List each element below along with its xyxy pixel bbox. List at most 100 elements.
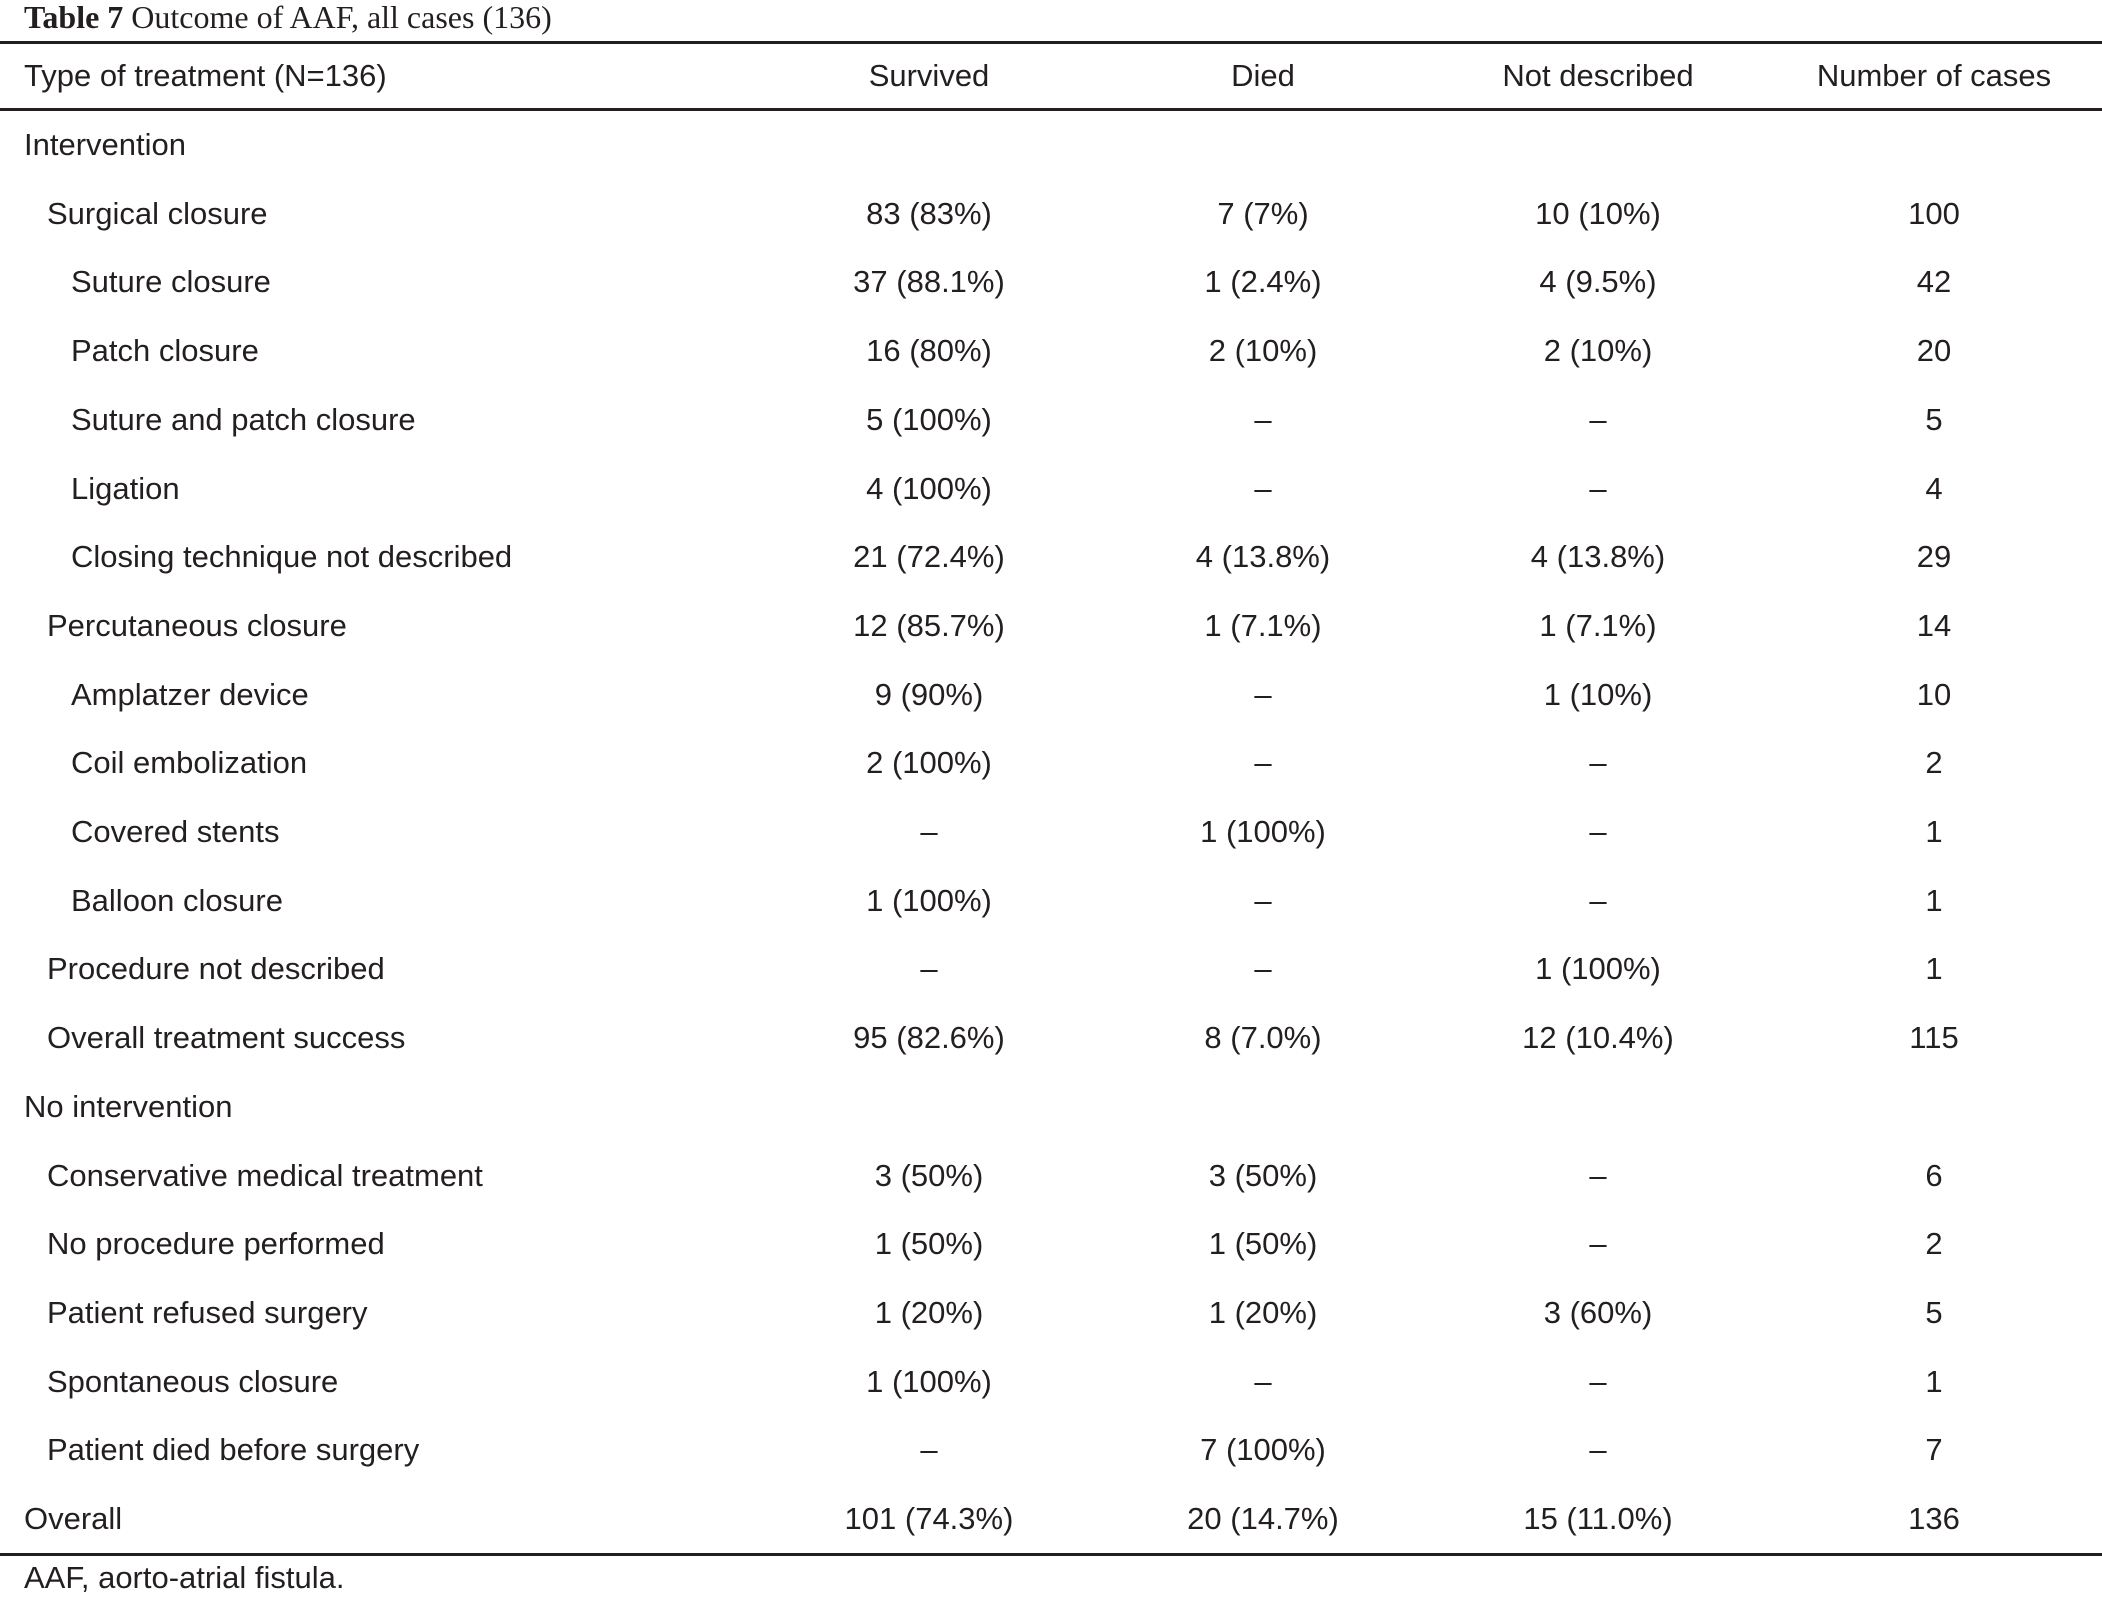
cell-survived: 12 (85.7%) [853,607,1005,643]
row-label: Procedure not described [47,951,385,987]
table-footnote: AAF, aorto-atrial fistula. [24,1560,345,1595]
table-row: Coil embolization 2 (100%) – – 2 [0,729,2102,797]
cell-number-of-cases: 10 [1916,676,1952,712]
table-row: Intervention [0,111,2102,179]
cell-died: 1 (100%) [1200,814,1326,849]
cell-died [1143,111,1383,179]
cell-died: 3 (50%) [1208,1157,1318,1193]
cell-number-of-cases: 115 [1909,1020,1959,1056]
cell-number-of-cases: 14 [1916,607,1952,643]
table-top-rule [0,41,2102,44]
cell-survived: 83 (83%) [866,195,992,231]
row-label: Covered stents [71,814,280,849]
cell-not-described: 1 (7.1%) [1539,607,1657,643]
cell-number-of-cases [1814,1073,2054,1141]
header-type-of-treatment: Type of treatment (N=136) [24,58,387,93]
header-died: Died [1231,58,1295,93]
cell-died: 1 (2.4%) [1204,264,1322,300]
table-row: Patient died before surgery – 7 (100%) – 7 [0,1416,2102,1484]
table-header-row: Type of treatment (N=136) Survived Died … [0,42,2102,110]
row-label: Surgical closure [47,195,268,231]
cell-survived: – [920,814,938,849]
cell-survived: 1 (20%) [874,1294,984,1330]
row-label: Spontaneous closure [47,1363,339,1399]
cell-survived: 1 (50%) [874,1226,984,1262]
cell-survived: 37 (88.1%) [853,264,1005,300]
cell-died: – [1254,470,1272,506]
cell-survived: 21 (72.4%) [853,539,1005,575]
cell-not-described: – [1589,882,1607,918]
table-caption-label: Table 7 [24,0,124,35]
cell-died: – [1254,951,1272,987]
table-bottom-rule [0,1553,2102,1556]
table-header-rule [0,108,2102,111]
table-row: Overall treatment success 95 (82.6%) 8 (7.… [0,1004,2102,1072]
table-row: Covered stents – 1 (100%) – 1 [0,798,2102,866]
cell-not-described: – [1589,1363,1607,1399]
cell-died [1143,1073,1383,1141]
cell-not-described: 4 (9.5%) [1539,264,1657,300]
cell-died: 8 (7.0%) [1204,1020,1322,1056]
cell-not-described: – [1589,1226,1607,1262]
table-row: Suture and patch closure 5 (100%) – – 5 [0,386,2102,454]
cell-number-of-cases: 42 [1916,264,1952,300]
cell-not-described: 12 (10.4%) [1522,1020,1674,1056]
cell-died: – [1254,1363,1272,1399]
cell-survived: 5 (100%) [866,401,992,437]
cell-not-described: 3 (60%) [1543,1294,1653,1330]
row-label: Closing technique not described [71,539,513,575]
cell-not-described: 15 (11.0%) [1523,1501,1673,1536]
cell-not-described: 4 (13.8%) [1530,539,1666,575]
cell-survived: 1 (100%) [866,882,992,918]
header-not-described: Not described [1502,58,1694,93]
cell-survived [809,1073,1049,1141]
cell-not-described: 10 (10%) [1535,195,1661,231]
table-row: No procedure performed 1 (50%) 1 (50%) – 2 [0,1210,2102,1278]
cell-number-of-cases: 7 [1925,1432,1943,1468]
cell-not-described: 2 (10%) [1543,333,1653,369]
cell-survived: 3 (50%) [874,1157,984,1193]
row-label: No intervention [24,1088,233,1124]
cell-died: – [1254,882,1272,918]
cell-number-of-cases: 20 [1916,333,1952,369]
cell-number-of-cases: 1 [1925,951,1943,987]
cell-number-of-cases [1814,111,2054,179]
row-label: Suture and patch closure [71,401,416,437]
cell-died: – [1254,401,1272,437]
cell-died: 7 (100%) [1200,1432,1326,1468]
cell-not-described: 1 (10%) [1543,676,1653,712]
cell-number-of-cases: 5 [1925,1294,1943,1330]
cell-survived: 95 (82.6%) [853,1020,1005,1056]
cell-not-described: – [1589,1432,1607,1468]
cell-number-of-cases: 5 [1925,401,1943,437]
row-label: Patch closure [71,333,259,369]
cell-not-described: – [1589,745,1607,781]
row-label: Patient refused surgery [47,1294,368,1330]
cell-not-described: – [1589,401,1607,437]
row-label: Coil embolization [71,745,308,781]
table-row: Closing technique not described 21 (72.4%… [0,523,2102,591]
cell-number-of-cases: 1 [1925,882,1943,918]
cell-survived: 16 (80%) [866,333,992,369]
table-row: Patch closure 16 (80%) 2 (10%) 2 (10%) 20 [0,317,2102,385]
table-row: Ligation 4 (100%) – – 4 [0,455,2102,523]
row-label: Patient died before surgery [47,1432,420,1468]
cell-number-of-cases: 6 [1925,1157,1943,1193]
cell-not-described: – [1589,814,1607,849]
cell-died: – [1254,676,1272,712]
table-row: Conservative medical treatment 3 (50%) 3 (… [0,1142,2102,1210]
row-label: Intervention [24,127,186,162]
cell-died: 7 (7%) [1217,195,1309,231]
row-label: Ligation [71,470,180,506]
row-label: Suture closure [71,264,271,300]
cell-survived: – [920,951,938,987]
cell-died: 4 (13.8%) [1195,539,1331,575]
cell-died: 1 (20%) [1208,1294,1318,1330]
cell-not-described: – [1589,470,1607,506]
cell-died: – [1254,745,1272,781]
cell-survived [809,111,1049,179]
row-label: Amplatzer device [71,676,309,712]
cell-number-of-cases: 1 [1925,1363,1943,1399]
table-caption-text: Outcome of AAF, all cases (136) [131,0,552,35]
cell-died: 1 (50%) [1208,1226,1318,1262]
